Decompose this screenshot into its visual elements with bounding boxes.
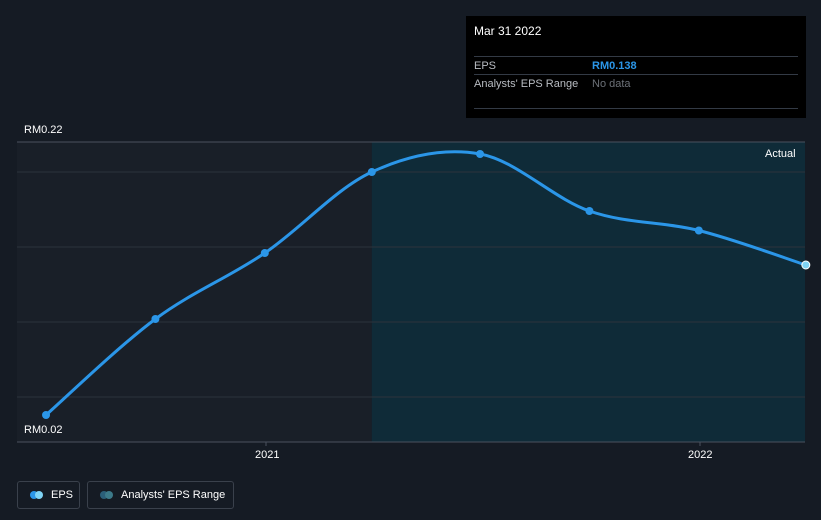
- tooltip-date: Mar 31 2022: [474, 24, 542, 38]
- eps-point: [585, 207, 594, 215]
- eps-point: [801, 260, 811, 270]
- y-tick-label-top: RM0.22: [24, 124, 63, 136]
- legend-eps-button[interactable]: EPS: [17, 481, 80, 509]
- tooltip-range-label: Analysts' EPS Range: [474, 78, 579, 90]
- actual-region-label: Actual: [765, 148, 796, 160]
- actual-region: [371, 142, 805, 442]
- tooltip-divider: [474, 108, 798, 109]
- eps-legend-icon: [30, 491, 44, 499]
- legend-range-button[interactable]: Analysts' EPS Range: [87, 481, 234, 509]
- eps-point: [151, 315, 160, 323]
- tooltip: Mar 31 2022 EPS RM0.138 Analysts' EPS Ra…: [466, 16, 806, 118]
- past-region: [17, 142, 372, 442]
- eps-point: [42, 411, 51, 419]
- eps-point: [260, 249, 269, 257]
- eps-point: [367, 168, 376, 176]
- tooltip-eps-value: RM0.138: [592, 60, 637, 72]
- x-tick-label-2021: 2021: [255, 449, 280, 461]
- range-legend-icon: [100, 491, 114, 499]
- tooltip-eps-label: EPS: [474, 60, 497, 72]
- tooltip-range-value: No data: [592, 78, 631, 90]
- tooltip-eps-row: EPS RM0.138: [474, 56, 798, 75]
- eps-point: [476, 150, 485, 158]
- tooltip-range-row: Analysts' EPS Range No data: [474, 74, 798, 93]
- eps-point: [694, 226, 703, 235]
- y-tick-label-bottom: RM0.02: [24, 424, 63, 436]
- x-tick-label-2022: 2022: [688, 449, 713, 461]
- legend-range-label: Analysts' EPS Range: [121, 489, 226, 501]
- legend-eps-label: EPS: [51, 489, 74, 501]
